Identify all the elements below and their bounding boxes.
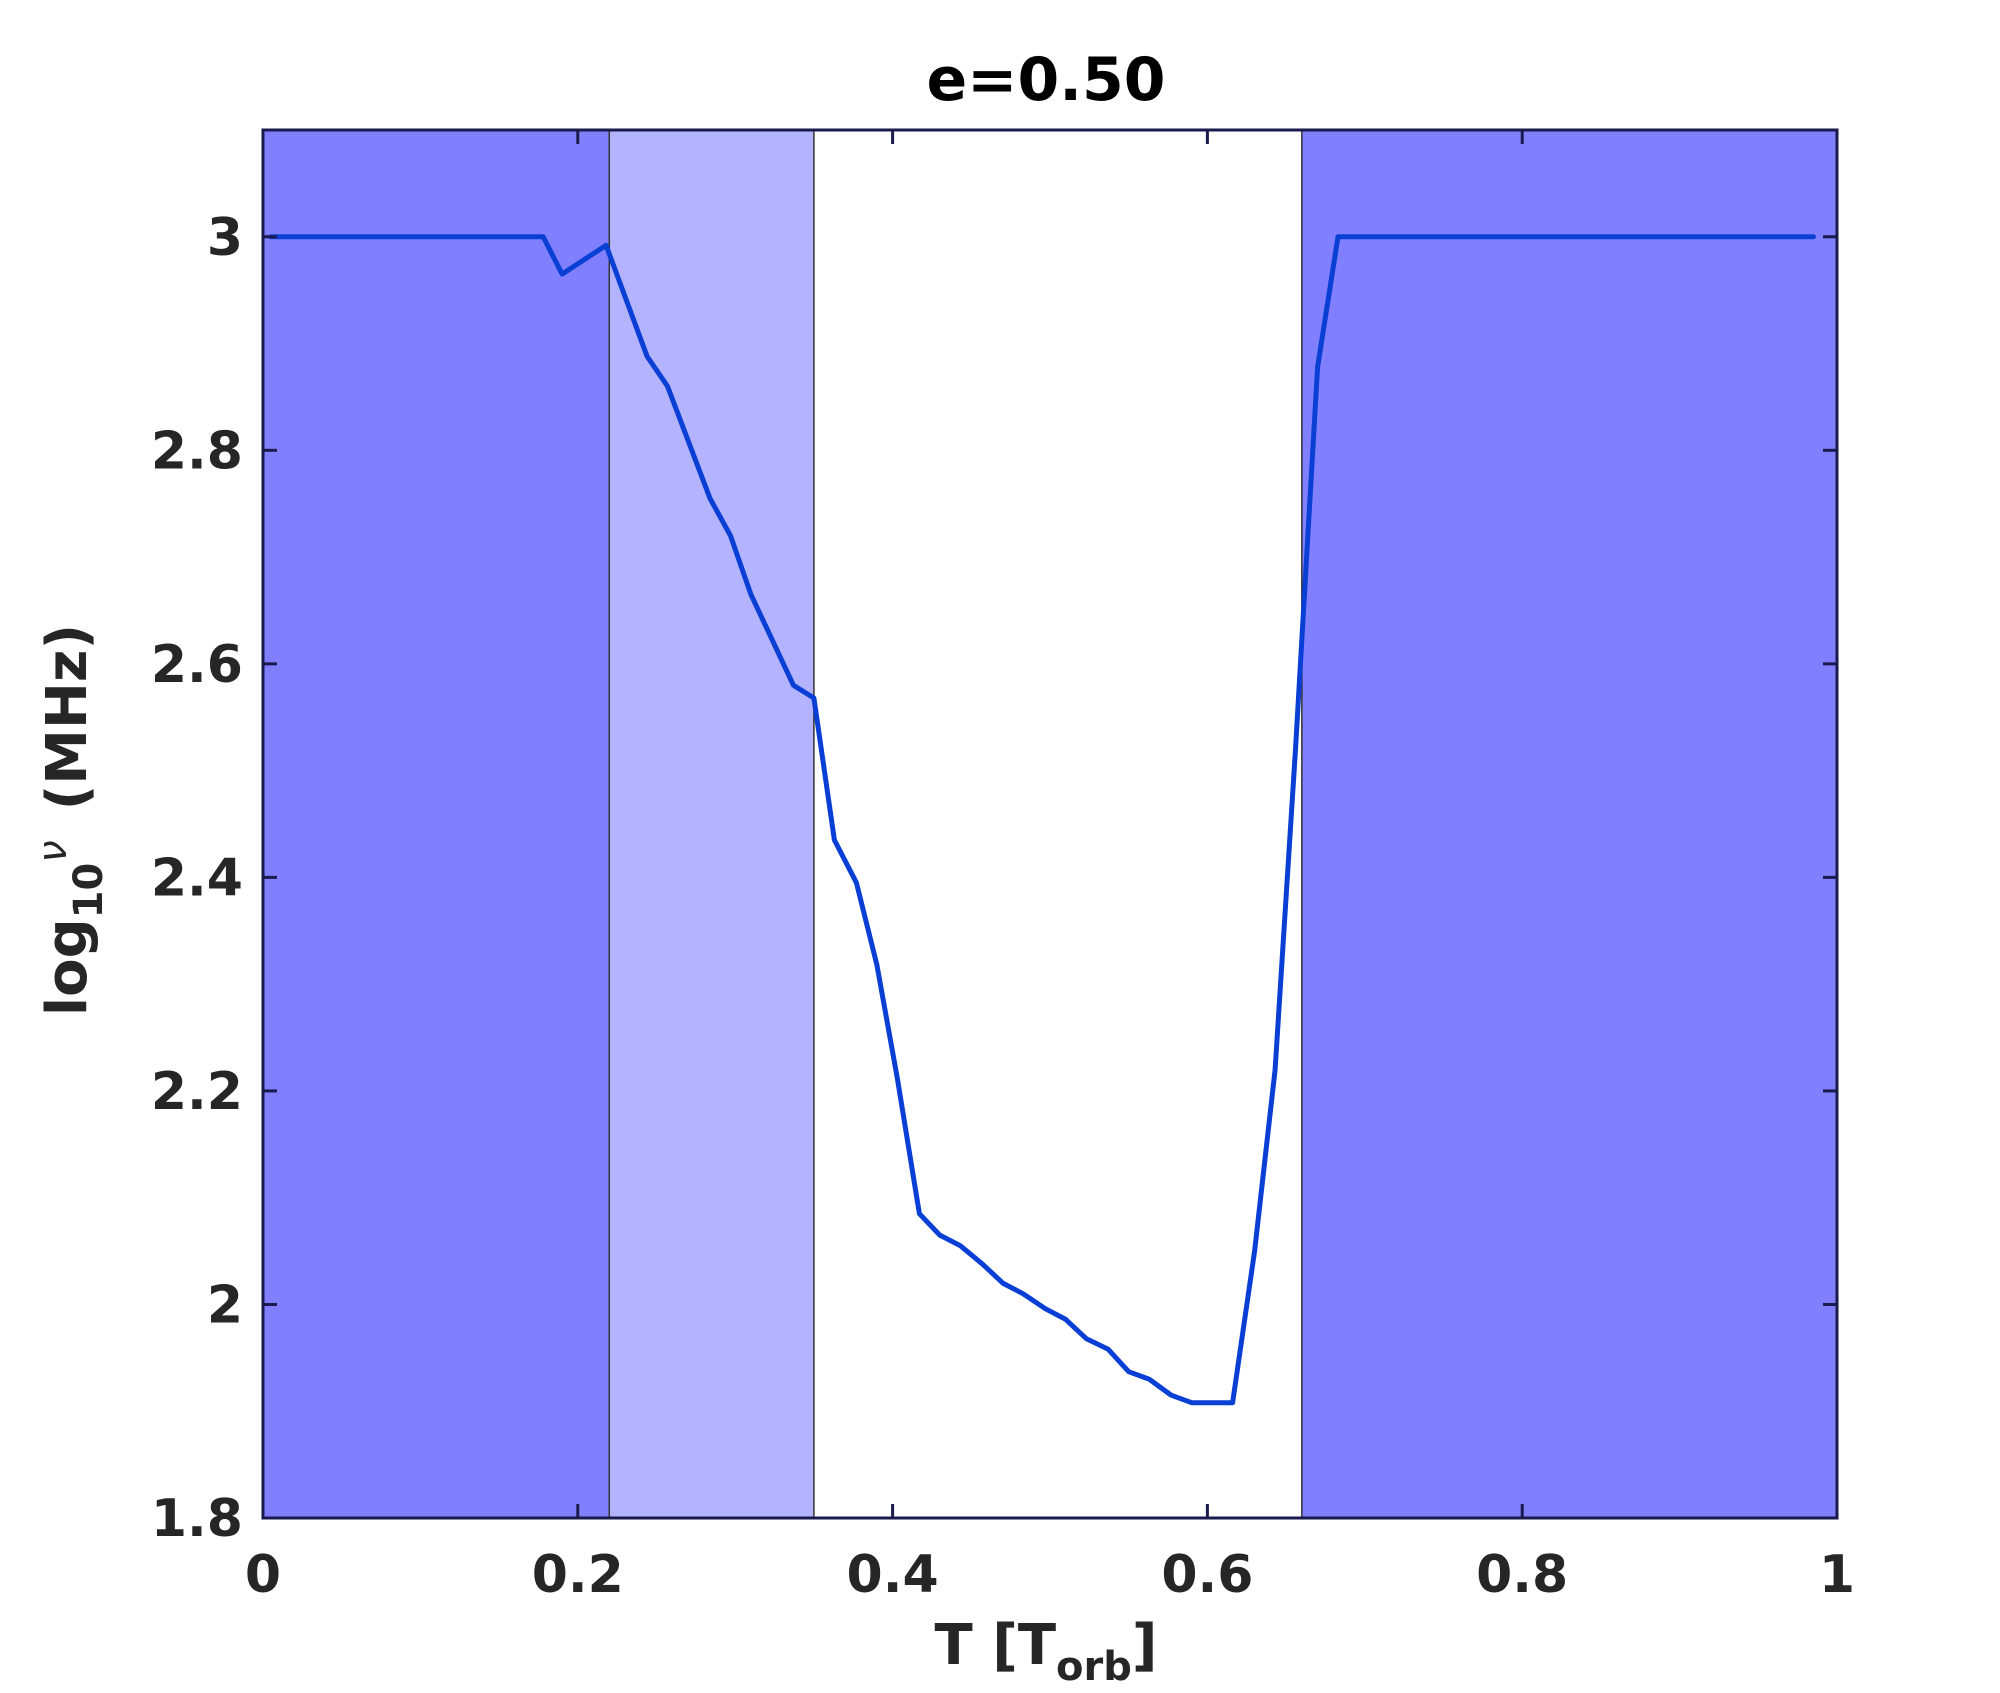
x-tick-labels: 0 0.2 0.4 0.6 0.8 1 bbox=[245, 1545, 1855, 1605]
x-tick-label-1: 0.2 bbox=[532, 1545, 624, 1605]
x-tick-label-2: 0.4 bbox=[847, 1545, 939, 1605]
y-tick-label-6: 3 bbox=[207, 208, 243, 268]
y-tick-label-3: 2.4 bbox=[151, 848, 243, 908]
x-axis-label: T [Torb] bbox=[935, 1613, 1158, 1688]
plot-frame bbox=[261, 128, 1839, 1520]
x-tick-label-3: 0.6 bbox=[1161, 1545, 1253, 1605]
x-axis-label-main: T [T bbox=[935, 1613, 1057, 1678]
shaded-regions bbox=[263, 130, 1837, 1518]
y-axis-label-subscript: 10 bbox=[66, 863, 112, 919]
series-layer bbox=[268, 234, 1816, 1406]
y-axis-label-superscript: ν bbox=[30, 840, 76, 862]
x-axis-label-end: ] bbox=[1132, 1613, 1158, 1678]
chart-title: e=0.50 bbox=[926, 45, 1165, 115]
x-axis-label-subscript: orb bbox=[1056, 1644, 1132, 1688]
y-tick-label-2: 2.2 bbox=[151, 1062, 243, 1122]
y-tick-label-1: 2 bbox=[207, 1275, 243, 1335]
series-line-0 bbox=[268, 234, 1816, 1406]
x-tick-label-4: 0.8 bbox=[1476, 1545, 1568, 1605]
y-tick-label-0: 1.8 bbox=[151, 1489, 243, 1549]
shaded-region-2 bbox=[1301, 130, 1837, 1518]
y-axis-label-unit: (MHz) bbox=[35, 624, 100, 810]
x-tick-label-5: 1 bbox=[1819, 1545, 1855, 1605]
axis-ticks bbox=[261, 130, 1839, 1520]
x-tick-label-0: 0 bbox=[245, 1545, 281, 1605]
region-boundaries bbox=[608, 130, 1303, 1518]
y-tick-label-4: 2.6 bbox=[151, 635, 243, 695]
shaded-region-0 bbox=[263, 130, 610, 1518]
shaded-region-1 bbox=[609, 130, 814, 1518]
y-tick-label-5: 2.8 bbox=[151, 421, 243, 481]
y-tick-labels: 1.8 2 2.2 2.4 2.6 2.8 3 bbox=[151, 208, 243, 1549]
y-axis-label-main: log bbox=[35, 918, 100, 1016]
y-axis-label: log10ν (MHz) bbox=[30, 624, 112, 1016]
